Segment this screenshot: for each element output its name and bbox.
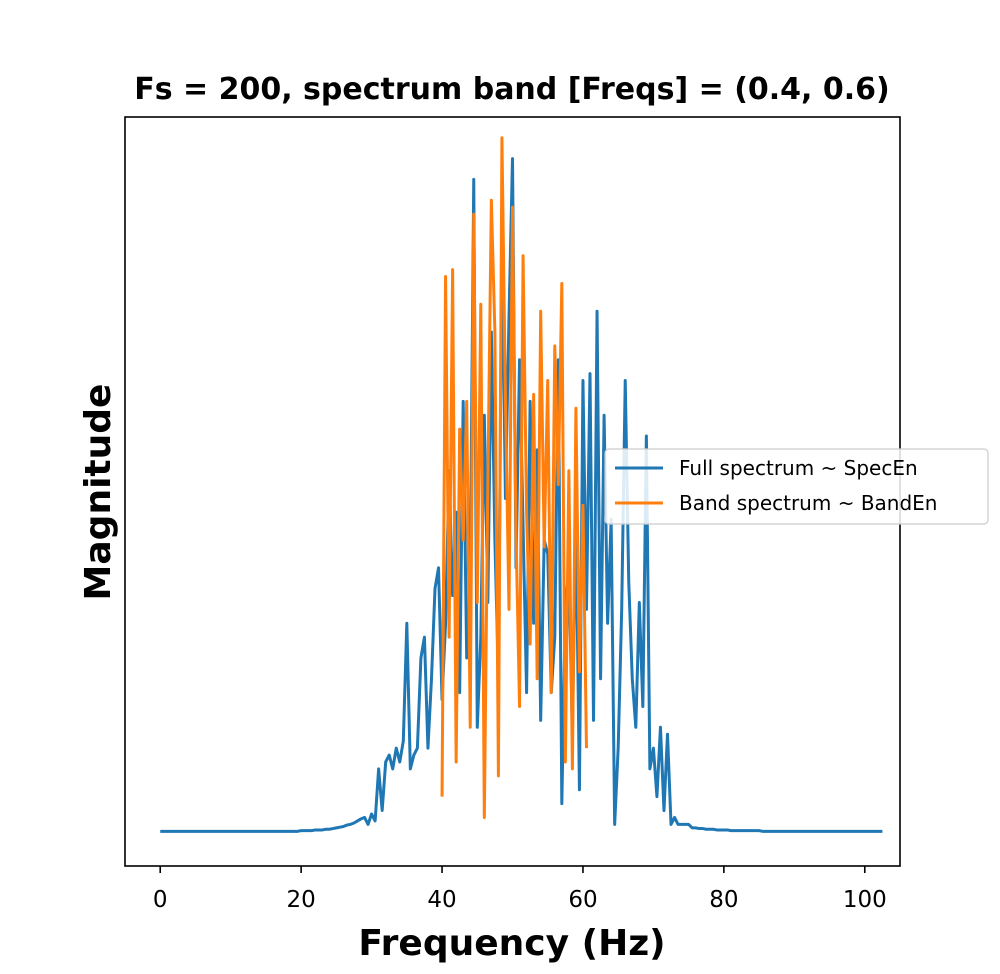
chart-title: Fs = 200, spectrum band [Freqs] = (0.4, …	[134, 72, 890, 107]
x-axis: 0 20 40 60 80 100	[153, 866, 887, 913]
x-tick-label: 0	[153, 887, 168, 913]
legend-label-band-spectrum: Band spectrum ~ BandEn	[679, 491, 937, 515]
x-tick-label: 60	[568, 887, 597, 913]
series-line-band-spectrum	[440, 136, 588, 819]
x-axis-title: Frequency (Hz)	[358, 923, 665, 964]
x-tick-label: 80	[709, 887, 738, 913]
y-axis-title: Magnitude	[78, 384, 119, 601]
legend: Full spectrum ~ SpecEn Band spectrum ~ B…	[604, 448, 989, 525]
x-tick-label: 40	[427, 887, 456, 913]
x-tick-label: 100	[843, 887, 887, 913]
legend-label-full-spectrum: Full spectrum ~ SpecEn	[679, 456, 918, 480]
legend-frame	[604, 448, 989, 525]
x-tick-label: 20	[286, 887, 315, 913]
